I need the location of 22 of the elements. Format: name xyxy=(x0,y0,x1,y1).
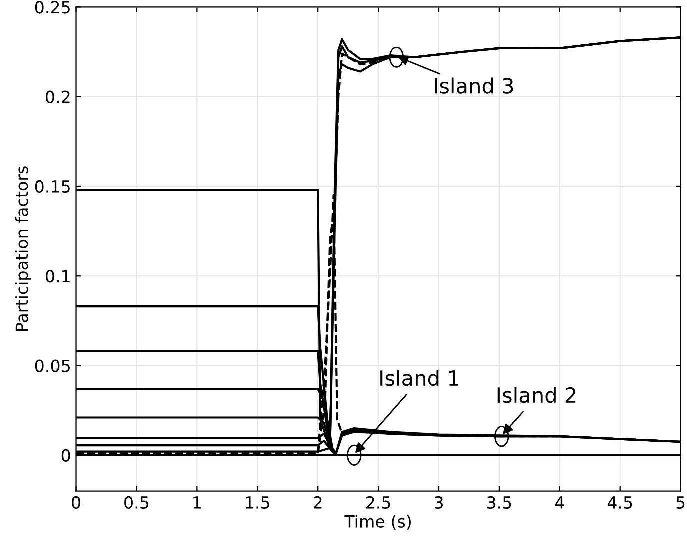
y-tick-label: 0 xyxy=(62,449,70,462)
x-tick-label: 4.5 xyxy=(608,496,632,510)
x-tick-label: 3 xyxy=(434,496,443,510)
annotation: Island 1 xyxy=(380,370,458,386)
x-tick-label: 0.5 xyxy=(124,496,149,510)
x-tick-label: 2.5 xyxy=(366,496,390,510)
y-tick-label: 0.1 xyxy=(46,270,70,283)
annotation: Island 2 xyxy=(498,387,576,404)
y-tick-label: 0.05 xyxy=(35,360,70,372)
y-axis-title: Participation factors xyxy=(15,166,32,332)
y-tick-label: 0.2 xyxy=(46,90,70,104)
y-tick-label: 0.15 xyxy=(35,180,70,194)
x-tick-label: 5 xyxy=(676,496,685,510)
x-tick-label: 4 xyxy=(555,496,564,509)
x-tick-label: 3.5 xyxy=(487,496,512,510)
y-tick-label: 0.25 xyxy=(35,1,70,14)
x-axis-title: Time (s) xyxy=(344,515,411,530)
x-tick-label: 1 xyxy=(194,496,201,509)
x-tick-label: 0 xyxy=(72,496,80,510)
annotation: Island 3 xyxy=(434,78,514,94)
x-tick-label: 1.5 xyxy=(246,496,270,510)
x-tick-label: 2 xyxy=(314,496,322,509)
